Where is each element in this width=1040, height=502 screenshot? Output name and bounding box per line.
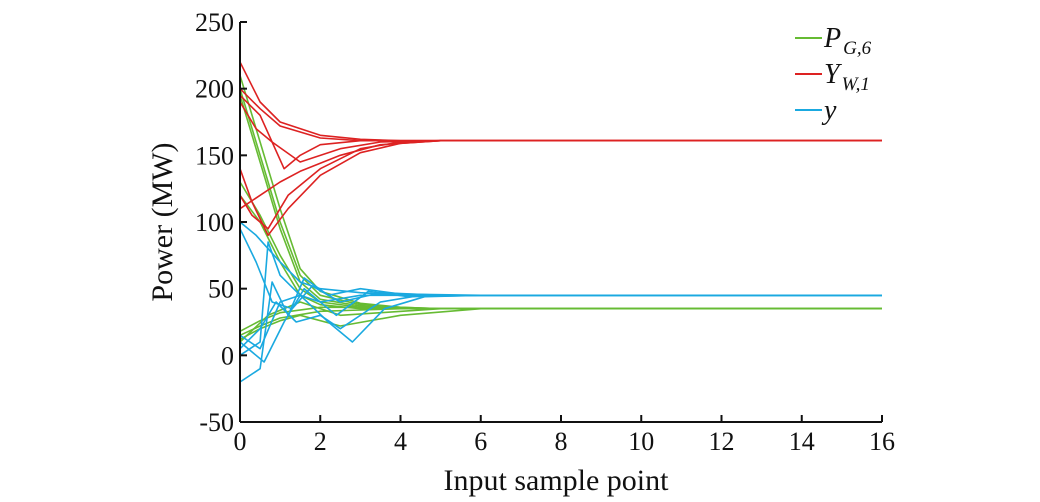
series-line-Y_W1-10 [239, 88, 882, 142]
legend-label: y [821, 95, 837, 126]
x-tick-label: 10 [628, 427, 654, 456]
x-tick-label: 4 [394, 427, 407, 456]
x-tick-label: 12 [709, 427, 735, 456]
y-tick-label: -50 [199, 408, 234, 437]
y-ticks: -50 0 50 100 150 200 250 [195, 8, 247, 437]
y-tick-label: 150 [195, 141, 234, 170]
series-line-P_G6-1 [239, 95, 882, 310]
series-line-Y_W1-9 [239, 61, 882, 142]
series-line-P_G6-5 [239, 307, 882, 337]
series-line-P_G6-4 [239, 194, 882, 310]
legend: P G,6Y W,1y [795, 23, 872, 126]
x-tick-label: 8 [555, 427, 568, 456]
series-line-P_G6-2 [239, 75, 882, 310]
series-line-P_G6-0 [239, 88, 882, 310]
x-tick-label: 14 [789, 427, 815, 456]
legend-label: P G,6 [823, 23, 872, 59]
legend-label-main: y [821, 95, 837, 126]
x-tick-label: 6 [474, 427, 487, 456]
legend-label-main: Y [824, 59, 843, 90]
x-ticks: 0 2 4 6 8 10 12 14 16 [234, 415, 895, 456]
legend-label-subscript: W,1 [842, 74, 870, 95]
series-line-Y_W1-12 [239, 101, 882, 163]
y-tick-label: 200 [195, 75, 234, 104]
plot-lines [239, 61, 882, 383]
x-tick-label: 16 [869, 427, 895, 456]
series-line-y-16 [239, 221, 882, 297]
axes [239, 22, 882, 423]
y-tick-label: 100 [195, 208, 234, 237]
legend-label-main: P [823, 23, 841, 54]
y-tick-label: 50 [208, 275, 234, 304]
x-tick-label: 0 [234, 427, 247, 456]
series-line-P_G6-7 [239, 307, 882, 341]
series-line-y-17 [239, 241, 882, 356]
x-tick-label: 2 [314, 427, 327, 456]
legend-label: Y W,1 [824, 59, 870, 95]
series-line-Y_W1-14 [239, 139, 882, 230]
series-line-y-22 [239, 228, 882, 310]
x-axis-label: Input sample point [444, 464, 670, 497]
series-line-Y_W1-13 [239, 139, 882, 237]
series-line-Y_W1-15 [239, 139, 882, 210]
y-tick-label: 250 [195, 8, 234, 37]
legend-label-subscript: G,6 [843, 38, 871, 59]
series-line-y-18 [239, 277, 882, 383]
y-tick-label: 0 [221, 341, 234, 370]
y-axis-label: Power (MW) [146, 142, 179, 301]
